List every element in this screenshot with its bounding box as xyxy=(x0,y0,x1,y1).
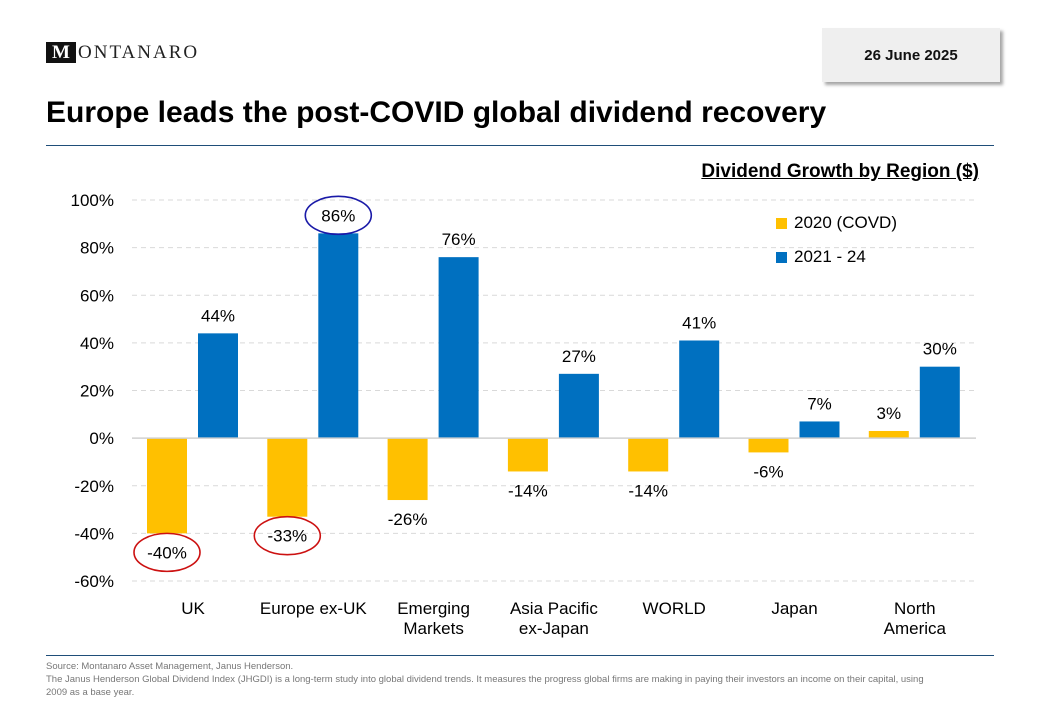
footer: Source: Montanaro Asset Management, Janu… xyxy=(46,660,946,699)
legend-item-2020: 2020 (COVD) xyxy=(776,206,897,240)
y-tick-label: 100% xyxy=(71,191,114,210)
data-label: -26% xyxy=(388,510,428,529)
highlight-circle xyxy=(253,515,322,556)
chart-legend: 2020 (COVD) 2021 - 24 xyxy=(776,206,897,274)
data-label: -33% xyxy=(267,527,307,546)
bar-2020 xyxy=(387,438,428,501)
data-label: 44% xyxy=(201,306,235,325)
x-category-label: North xyxy=(894,599,936,618)
y-tick-label: -40% xyxy=(74,524,114,543)
legend-item-2021-24: 2021 - 24 xyxy=(776,240,897,274)
bar-2021-24 xyxy=(438,257,479,439)
data-label: 41% xyxy=(682,313,716,332)
bar-2021-24 xyxy=(679,340,720,439)
data-label: -14% xyxy=(628,481,668,500)
y-tick-label: 20% xyxy=(80,382,114,401)
y-tick-label: -20% xyxy=(74,477,114,496)
bar-2021-24 xyxy=(558,373,599,439)
footer-source: Source: Montanaro Asset Management, Janu… xyxy=(46,661,294,672)
x-category-label: ex-Japan xyxy=(519,619,589,638)
y-tick-label: 0% xyxy=(89,429,114,448)
data-label: -6% xyxy=(753,462,783,481)
data-label: 30% xyxy=(923,340,957,359)
bar-2020 xyxy=(147,438,187,534)
highlight-circle xyxy=(133,532,201,573)
logo-mark: M xyxy=(46,42,76,63)
data-label: -14% xyxy=(508,481,548,500)
legend-label-2020: 2020 (COVD) xyxy=(794,213,897,232)
footer-divider xyxy=(46,655,994,656)
data-label: -40% xyxy=(147,543,187,562)
chart-title: Dividend Growth by Region ($) xyxy=(701,161,979,182)
x-category-label: Asia Pacific xyxy=(510,599,598,618)
highlight-circle xyxy=(304,195,373,236)
page-title: Europe leads the post-COVID global divid… xyxy=(46,96,827,129)
bar-2021-24 xyxy=(318,233,359,439)
bar-2020 xyxy=(507,438,548,472)
montanaro-logo: M ONTANARO xyxy=(46,42,199,63)
x-category-label: Markets xyxy=(403,619,463,638)
y-tick-label: 80% xyxy=(80,239,114,258)
y-tick-label: 40% xyxy=(80,334,114,353)
footer-note: The Janus Henderson Global Dividend Inde… xyxy=(46,674,924,698)
data-label: 76% xyxy=(442,230,476,249)
x-category-label: UK xyxy=(181,599,205,618)
legend-label-2021-24: 2021 - 24 xyxy=(794,247,866,266)
bar-2020 xyxy=(868,430,909,439)
bar-2021-24 xyxy=(799,421,840,439)
bar-2020 xyxy=(628,438,669,472)
date-badge: 26 June 2025 xyxy=(822,28,1000,82)
data-label: 86% xyxy=(321,206,355,225)
y-tick-label: -60% xyxy=(74,572,114,591)
y-tick-label: 60% xyxy=(80,286,114,305)
bar-2020 xyxy=(267,438,308,517)
x-category-label: Japan xyxy=(771,599,817,618)
data-label: 3% xyxy=(877,404,902,423)
x-category-label: WORLD xyxy=(643,599,706,618)
data-label: 7% xyxy=(807,394,832,413)
data-label: 27% xyxy=(562,347,596,366)
logo-wordmark: ONTANARO xyxy=(78,42,200,63)
x-category-label: Europe ex-UK xyxy=(260,599,367,618)
title-divider xyxy=(46,145,994,146)
bar-2020 xyxy=(748,438,789,453)
bar-2021-24 xyxy=(198,333,238,439)
legend-swatch-2020 xyxy=(776,217,787,229)
x-category-label: America xyxy=(884,619,947,638)
bar-2021-24 xyxy=(919,366,960,439)
x-category-label: Emerging xyxy=(397,599,470,618)
legend-swatch-2021-24 xyxy=(776,251,787,263)
